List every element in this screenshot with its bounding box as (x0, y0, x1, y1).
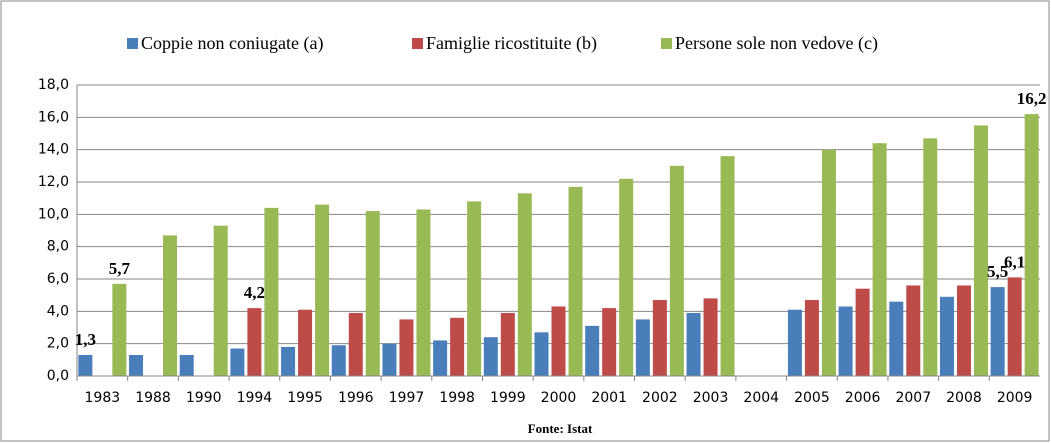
bar (230, 348, 245, 376)
bar (821, 149, 836, 376)
x-tick-label: 2007 (895, 390, 931, 406)
bar (112, 283, 127, 376)
x-tick-label: 1988 (135, 390, 171, 406)
y-tick-label: 16,0 (38, 109, 69, 125)
legend-swatch (412, 38, 423, 49)
x-tick-label: 2003 (693, 390, 729, 406)
bar (382, 343, 397, 376)
bar (534, 332, 549, 376)
x-tick-label: 1983 (85, 390, 121, 406)
bar (990, 287, 1005, 376)
caption: Fonte: Istat (528, 421, 593, 436)
x-tick-label: 2008 (946, 390, 982, 406)
y-tick-label: 0,0 (47, 368, 69, 384)
bar (298, 309, 313, 376)
bar (433, 340, 448, 376)
bar (399, 319, 414, 376)
bar (467, 201, 482, 376)
bar (483, 337, 498, 376)
legend-swatch (661, 38, 672, 49)
x-tick-label: 2005 (794, 390, 830, 406)
x-tick-label: 1990 (186, 390, 222, 406)
x-tick-label: 2006 (845, 390, 881, 406)
x-tick-label: 2009 (997, 390, 1033, 406)
y-tick-label: 8,0 (47, 239, 69, 255)
x-tick-label: 2002 (642, 390, 678, 406)
bar (450, 317, 465, 376)
bar (939, 296, 954, 376)
data-label: 6,1 (1004, 252, 1025, 271)
bar (652, 300, 667, 376)
x-tick-label: 1999 (490, 390, 526, 406)
bar (163, 235, 178, 376)
y-tick-label: 14,0 (38, 142, 69, 158)
data-label: 4,2 (244, 283, 265, 302)
bar (906, 285, 921, 376)
bar (129, 354, 144, 376)
bar (720, 156, 735, 376)
x-tick-label: 1996 (338, 390, 374, 406)
y-tick-label: 18,0 (38, 77, 69, 93)
data-label: 1,3 (75, 330, 96, 349)
bar (281, 346, 296, 376)
data-label: 5,7 (109, 259, 131, 278)
bar (500, 312, 515, 376)
bar (686, 312, 701, 376)
bar (602, 308, 617, 376)
bar (703, 298, 718, 376)
y-tick-label: 12,0 (38, 174, 69, 190)
bar (1007, 277, 1022, 376)
bar (838, 306, 853, 376)
bar (635, 319, 650, 376)
y-tick-label: 4,0 (47, 303, 69, 319)
x-tick-label: 1995 (287, 390, 323, 406)
y-tick-label: 2,0 (47, 336, 69, 352)
data-label: 5,5 (987, 262, 1008, 281)
legend-label: Coppie non coniugate (a) (141, 33, 323, 54)
bar (365, 211, 380, 376)
x-tick-label: 1998 (439, 390, 475, 406)
y-tick-label: 10,0 (38, 206, 69, 222)
y-tick-label: 6,0 (47, 271, 69, 287)
bar (78, 354, 93, 376)
bar (889, 301, 904, 376)
x-tick-label: 2000 (541, 390, 577, 406)
bar (568, 186, 583, 376)
bar (247, 308, 262, 376)
bar (787, 309, 802, 376)
bar (179, 354, 194, 376)
legend-label: Famiglie ricostituite (b) (426, 33, 597, 54)
bar (331, 345, 346, 376)
bar (923, 138, 938, 376)
bar (872, 143, 887, 376)
bar (517, 193, 532, 376)
bar (585, 325, 600, 376)
bar (315, 204, 330, 376)
bar (855, 288, 870, 376)
bar (956, 285, 971, 376)
x-tick-label: 1997 (389, 390, 425, 406)
bar (1024, 114, 1039, 376)
data-label: 16,2 (1017, 89, 1047, 108)
x-tick-label: 1994 (237, 390, 273, 406)
bar (264, 207, 279, 376)
bar (416, 209, 431, 376)
legend-label: Persone sole non vedove (c) (675, 33, 878, 54)
bar (619, 178, 634, 376)
bar (804, 300, 819, 376)
bar (213, 225, 228, 376)
legend-swatch (127, 38, 138, 49)
x-tick-label: 2001 (591, 390, 627, 406)
bar (551, 306, 566, 376)
bar (973, 125, 988, 377)
bar (348, 312, 363, 376)
x-tick-label: 2004 (743, 390, 779, 406)
bar (669, 165, 684, 376)
